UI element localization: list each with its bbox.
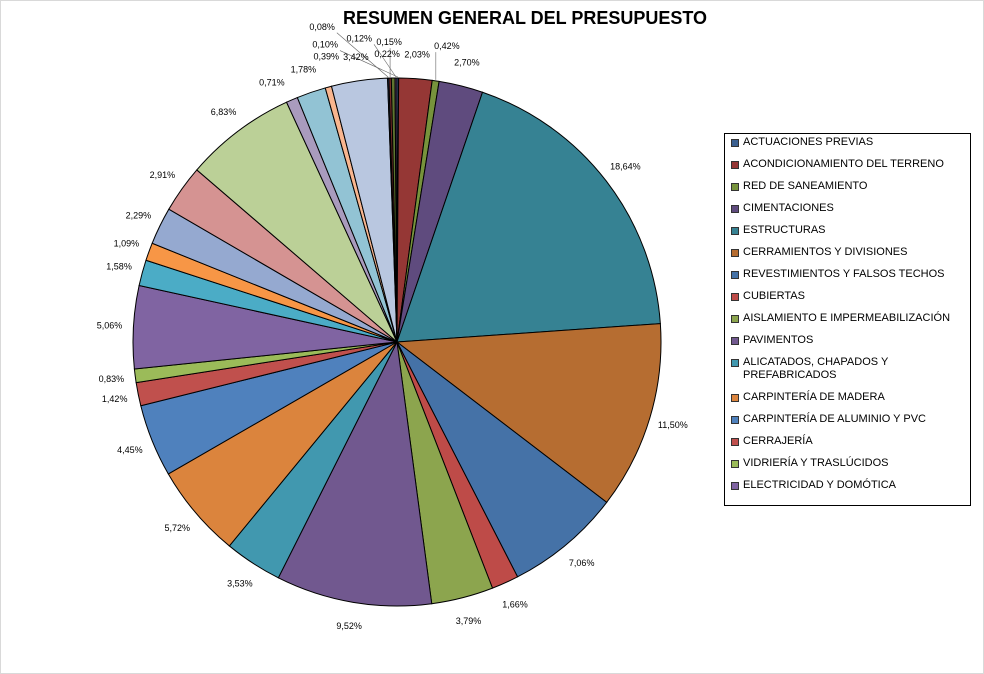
legend-item: CERRAMIENTOS Y DIVISIONES xyxy=(731,246,966,259)
legend-label: CARPINTERÍA DE MADERA xyxy=(743,391,885,403)
legend-item: CIMENTACIONES xyxy=(731,202,966,215)
data-label: 0,10% xyxy=(312,40,338,50)
pie-slice xyxy=(396,341,608,578)
leader-line xyxy=(373,44,397,78)
legend-item: PAVIMENTOS xyxy=(731,334,966,347)
legend-swatch xyxy=(731,416,739,424)
data-label: 1,09% xyxy=(114,239,140,249)
legend-swatch xyxy=(731,394,739,402)
data-label: 0,71% xyxy=(259,78,285,88)
legend-label: CIMENTACIONES xyxy=(743,202,834,214)
leader-line xyxy=(339,50,398,78)
data-label: 18,64% xyxy=(610,161,641,171)
data-label: 11,50% xyxy=(658,420,688,430)
pie-slice xyxy=(394,77,398,343)
legend-swatch xyxy=(731,315,739,323)
data-label: 1,66% xyxy=(502,600,528,610)
legend-swatch xyxy=(731,460,739,468)
legend-swatch xyxy=(731,249,739,257)
legend-item: ALICATADOS, CHAPADOS Y PREFABRICADOS xyxy=(731,356,966,382)
legend-label: CARPINTERÍA DE ALUMINIO Y PVC xyxy=(743,413,926,425)
legend-label: ELECTRICIDAD Y DOMÓTICA xyxy=(743,479,897,491)
data-label: 0,15% xyxy=(376,37,402,47)
data-label: 2,29% xyxy=(126,210,152,220)
legend-item: ACONDICIONAMIENTO DEL TERRENO xyxy=(731,158,966,171)
pie-slice xyxy=(396,91,661,343)
data-label: 7,06% xyxy=(569,558,595,568)
data-label: 5,06% xyxy=(97,321,123,331)
data-label: 3,42% xyxy=(343,52,369,62)
legend-label: CERRAMIENTOS Y DIVISIONES xyxy=(743,246,908,258)
legend-swatch xyxy=(731,183,739,191)
legend-item: CARPINTERÍA DE MADERA xyxy=(731,391,966,404)
legend-label: AISLAMIENTO E IMPERMEABILIZACIÓN xyxy=(743,312,951,324)
legend-item: VIDRIERÍA Y TRASLÚCIDOS xyxy=(731,457,966,470)
legend-item: ESTRUCTURAS xyxy=(731,224,966,237)
legend-item: ELECTRICIDAD Y DOMÓTICA xyxy=(731,479,966,492)
legend-swatch xyxy=(731,161,739,169)
pie-slice xyxy=(395,323,662,504)
data-label: 0,22% xyxy=(374,49,400,59)
data-label: 2,03% xyxy=(404,50,430,60)
data-label: 2,70% xyxy=(454,58,480,68)
legend-item: RED DE SANEAMIENTO xyxy=(731,180,966,193)
leader-line xyxy=(336,32,389,78)
legend-item: CUBIERTAS xyxy=(731,290,966,303)
legend-label: RED DE SANEAMIENTO xyxy=(743,180,868,192)
pie-slice xyxy=(277,340,433,607)
legend-label: ALICATADOS, CHAPADOS Y PREFABRICADOS xyxy=(743,356,889,381)
data-label: 0,12% xyxy=(346,33,372,43)
data-label: 2,91% xyxy=(150,170,176,180)
data-label: 6,83% xyxy=(211,107,237,117)
legend-swatch xyxy=(731,271,739,279)
legend-label: VIDRIERÍA Y TRASLÚCIDOS xyxy=(743,457,889,469)
legend: ACTUACIONES PREVIAS ACONDICIONAMIENTO DEL… xyxy=(724,133,971,506)
legend-swatch xyxy=(731,359,739,367)
data-label: 4,45% xyxy=(117,445,143,455)
legend-swatch xyxy=(731,438,739,446)
legend-swatch xyxy=(731,482,739,490)
legend-label: CUBIERTAS xyxy=(743,290,805,302)
legend-item: AISLAMIENTO E IMPERMEABILIZACIÓN xyxy=(731,312,966,325)
data-label: 5,72% xyxy=(165,523,191,533)
data-label: 3,53% xyxy=(227,578,253,588)
legend-item: ACTUACIONES PREVIAS xyxy=(731,136,966,149)
legend-label: ACTUACIONES PREVIAS xyxy=(743,136,874,148)
legend-item: REVESTIMIENTOS Y FALSOS TECHOS xyxy=(731,268,966,281)
data-label: 1,42% xyxy=(102,394,128,404)
data-label: 1,58% xyxy=(106,262,132,272)
legend-swatch xyxy=(731,227,739,235)
legend-label: REVESTIMIENTOS Y FALSOS TECHOS xyxy=(743,268,945,280)
legend-swatch xyxy=(731,337,739,345)
data-label: 0,08% xyxy=(309,22,335,32)
data-label: 0,42% xyxy=(434,41,460,51)
legend-swatch xyxy=(731,139,739,147)
pie-slice xyxy=(196,101,398,343)
chart-title: RESUMEN GENERAL DEL PRESUPUESTO xyxy=(342,8,708,28)
data-label: 9,52% xyxy=(336,621,362,631)
legend-swatch xyxy=(731,293,739,301)
legend-swatch xyxy=(731,205,739,213)
legend-label: PAVIMENTOS xyxy=(743,334,814,346)
data-label: 0,39% xyxy=(314,52,340,62)
legend-label: CERRAJERÍA xyxy=(743,435,813,447)
legend-label: ACONDICIONAMIENTO DEL TERRENO xyxy=(743,158,944,170)
data-label: 0,83% xyxy=(99,374,125,384)
legend-item: CERRAJERÍA xyxy=(731,435,966,448)
legend-item: CARPINTERÍA DE ALUMINIO Y PVC xyxy=(731,413,966,426)
legend-label: ESTRUCTURAS xyxy=(743,224,826,236)
data-label: 3,79% xyxy=(456,616,482,626)
data-label: 1,78% xyxy=(291,65,317,75)
